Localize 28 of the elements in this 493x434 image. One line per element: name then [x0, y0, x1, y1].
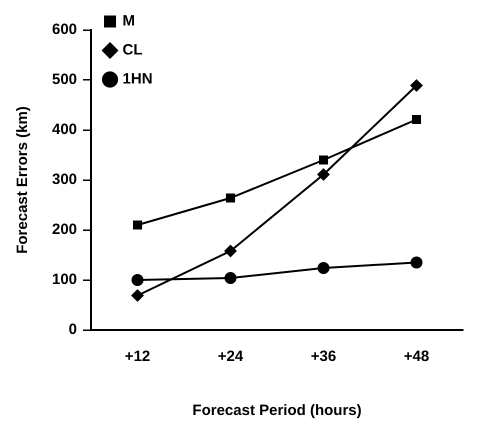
- y-tick-label: 200: [52, 221, 78, 238]
- x-axis-title: Forecast Period (hours): [192, 402, 362, 420]
- point: [224, 272, 237, 284]
- point: [412, 114, 422, 124]
- legend-label: 1HN: [122, 70, 153, 88]
- point: [318, 262, 330, 274]
- y-tick-label: 100: [52, 271, 78, 288]
- y-tick-label: 300: [52, 171, 78, 188]
- x-tick-label: +24: [218, 348, 244, 366]
- point: [318, 155, 328, 165]
- x-tick-label: +48: [404, 348, 430, 366]
- point: [132, 290, 144, 302]
- point: [132, 274, 144, 286]
- x-tick-label: +12: [124, 348, 150, 366]
- y-tick-label: 400: [52, 121, 78, 138]
- legend-label: M: [122, 12, 136, 30]
- point: [132, 220, 142, 230]
- x-tick-label: +36: [310, 348, 336, 366]
- y-tick-label: 0: [68, 321, 78, 338]
- legend-label: CL: [122, 42, 143, 59]
- point: [226, 193, 236, 203]
- point: [410, 256, 423, 268]
- y-tick-label: 500: [52, 71, 78, 88]
- y-tick-label: 600: [52, 21, 78, 38]
- point: [224, 245, 237, 257]
- y-axis-title: Forecast Errors (km): [14, 106, 32, 254]
- point: [410, 80, 423, 92]
- point: [318, 168, 330, 180]
